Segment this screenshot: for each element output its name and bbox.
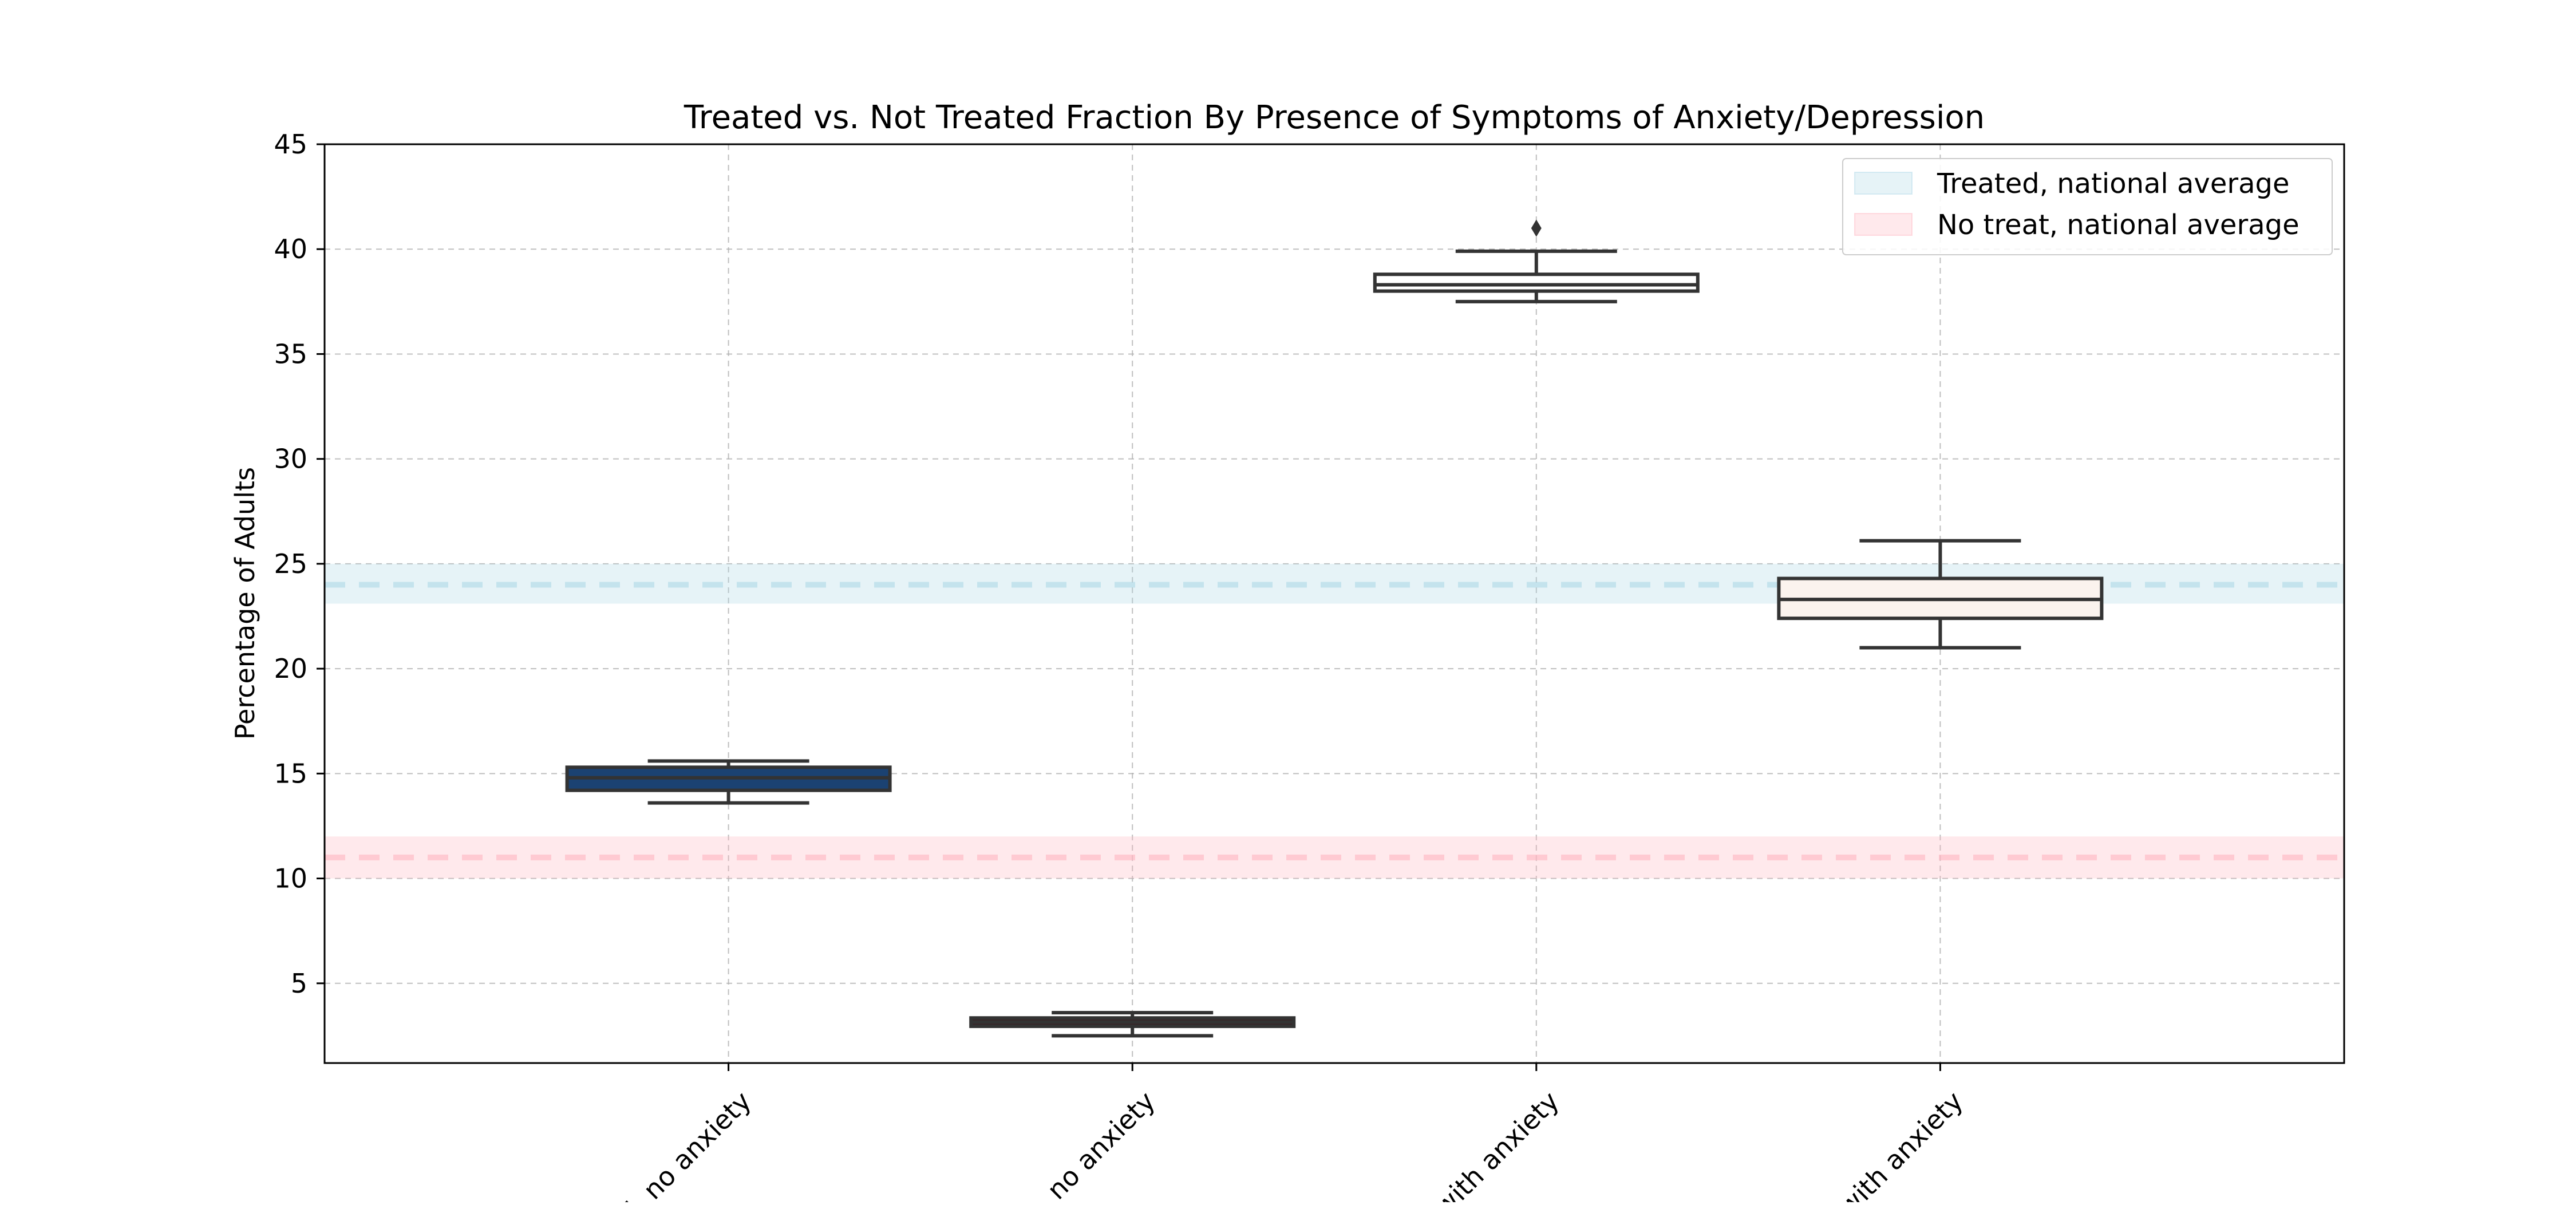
x-tick-label: with anxiety bbox=[1429, 1085, 1565, 1202]
outlier-point bbox=[1531, 219, 1542, 237]
box-series bbox=[565, 219, 2104, 1038]
x-tick-label: d, no anxiety bbox=[613, 1085, 757, 1202]
legend-label: Treated, national average bbox=[1937, 168, 2290, 200]
y-tick-label: 40 bbox=[274, 234, 307, 264]
box-4 bbox=[1777, 539, 2104, 650]
box-2 bbox=[969, 1011, 1296, 1038]
x-axis: d, no anxiety t, no anxiety with anxiety wi… bbox=[613, 1063, 1969, 1205]
legend-swatch bbox=[1854, 172, 1913, 195]
y-tick-label: 45 bbox=[274, 129, 307, 160]
x-tick-label: with anxiety bbox=[1832, 1085, 1969, 1202]
legend: Treated, national average No treat, natio… bbox=[1842, 158, 2333, 255]
y-axis-title: Percentage of Adults bbox=[230, 467, 260, 740]
y-tick-label: 30 bbox=[274, 444, 307, 475]
y-tick-label: 35 bbox=[274, 338, 307, 369]
y-tick-label: 10 bbox=[274, 863, 307, 894]
box-3 bbox=[1373, 219, 1700, 303]
x-tick-label: t, no anxiety bbox=[1022, 1085, 1161, 1202]
y-tick-label: 15 bbox=[274, 758, 307, 789]
y-tick-label: 5 bbox=[291, 968, 307, 999]
legend-label: No treat, national average bbox=[1937, 209, 2300, 241]
y-axis: 5 10 15 20 25 30 35 40 45 bbox=[274, 129, 325, 999]
iqr-box bbox=[1373, 272, 1700, 293]
legend-frame bbox=[1842, 158, 2333, 255]
plot-area-frame bbox=[323, 143, 2345, 1064]
box-1 bbox=[565, 759, 892, 805]
y-tick-label: 25 bbox=[274, 548, 307, 579]
legend-swatch bbox=[1854, 213, 1913, 236]
chart-title: Treated vs. Not Treated Fraction By Pres… bbox=[683, 99, 1985, 136]
y-tick-label: 20 bbox=[274, 653, 307, 684]
